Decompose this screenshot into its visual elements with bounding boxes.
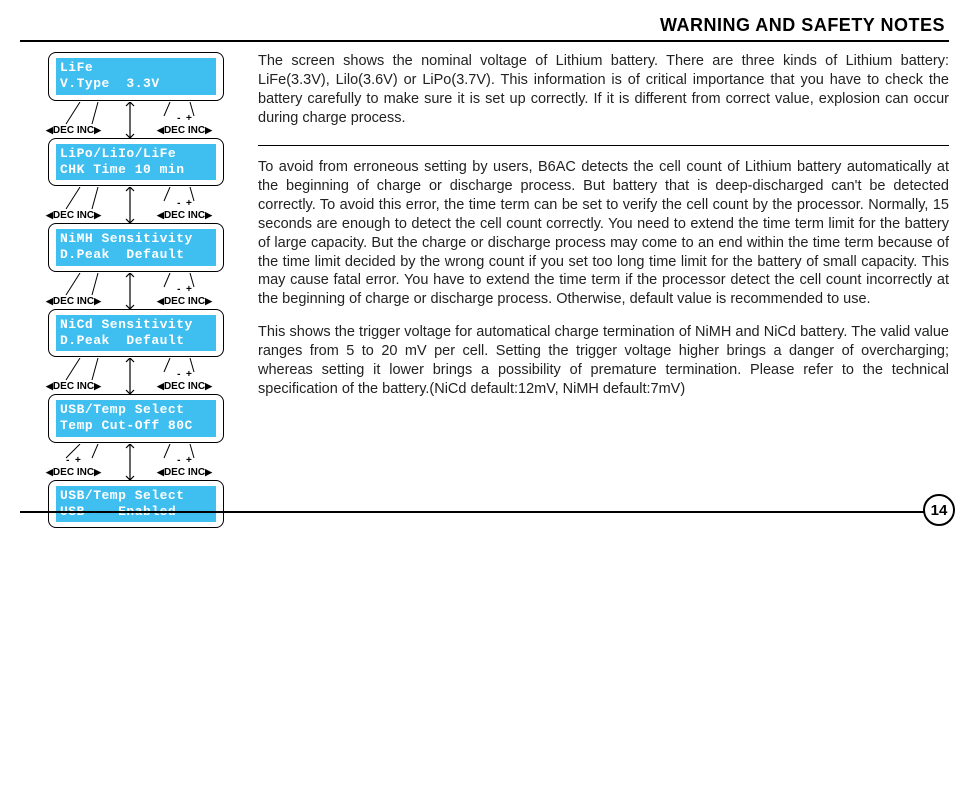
lcd-line: Temp Cut-Off 80C (60, 418, 193, 433)
lcd-line: LiFe (60, 60, 93, 75)
paragraph: The screen shows the nominal voltage of … (258, 52, 949, 127)
dec-inc-label: ◀DEC INC▶ (46, 467, 101, 478)
paragraph: This shows the trigger voltage for autom… (258, 323, 949, 398)
minus-plus-group: - + ◀DEC INC▶ (157, 370, 212, 392)
minus-plus-group: - + ◀DEC INC▶ (157, 199, 212, 221)
lcd-line: D.Peak Default (60, 333, 185, 348)
control-row: ◀DEC INC▶ - + ◀DEC INC▶ (20, 273, 238, 307)
dec-inc-label: ◀DEC INC▶ (157, 210, 212, 221)
lcd-line: NiCd Sensitivity (60, 317, 193, 332)
lcd-screen: NiMH Sensitivity D.Peak Default (56, 229, 216, 266)
minus-plus-symbols: - + (177, 114, 192, 124)
lcd-screen: LiFe V.Type 3.3V (56, 58, 216, 95)
body-text: The screen shows the nominal voltage of … (258, 52, 949, 528)
lcd-line: V.Type 3.3V (60, 76, 160, 91)
lcd-block: NiMH Sensitivity D.Peak Default ◀DEC INC… (20, 223, 238, 307)
lcd-frame: LiFe V.Type 3.3V (48, 52, 224, 101)
lcd-flow-diagram: LiFe V.Type 3.3V ◀DEC INC▶ (20, 52, 238, 528)
lcd-line: D.Peak Default (60, 247, 185, 262)
minus-plus-symbols: - + (66, 456, 81, 466)
lcd-block: LiFe V.Type 3.3V ◀DEC INC▶ (20, 52, 238, 136)
footer-rule (20, 511, 949, 513)
dec-inc-label: ◀DEC INC▶ (157, 296, 212, 307)
dec-inc-label: ◀DEC INC▶ (157, 467, 212, 478)
minus-plus-group: - + ◀DEC INC▶ (46, 456, 101, 478)
minus-plus-symbols: - + (177, 199, 192, 209)
dec-inc-label: ◀DEC INC▶ (46, 210, 101, 221)
lcd-screen: LiPo/LiIo/LiFe CHK Time 10 min (56, 144, 216, 181)
dec-inc-group: ◀DEC INC▶ (46, 125, 101, 136)
lcd-line: USB/Temp Select (60, 488, 185, 503)
dec-inc-group: ◀DEC INC▶ (46, 210, 101, 221)
dec-inc-group: ◀DEC INC▶ (46, 296, 101, 307)
minus-plus-symbols: - + (177, 370, 192, 380)
lcd-screen: USB/Temp Select USB Enabled (56, 486, 216, 523)
paragraph: To avoid from erroneous setting by users… (258, 158, 949, 309)
lcd-block: LiPo/LiIo/LiFe CHK Time 10 min ◀DEC INC▶ (20, 138, 238, 222)
lcd-screen: USB/Temp Select Temp Cut-Off 80C (56, 400, 216, 437)
lcd-frame: USB/Temp Select USB Enabled (48, 480, 224, 529)
page-title: WARNING AND SAFETY NOTES (20, 15, 949, 36)
lcd-block: NiCd Sensitivity D.Peak Default ◀DEC INC… (20, 309, 238, 393)
minus-plus-symbols: - + (177, 456, 192, 466)
control-row: ◀DEC INC▶ - + ◀DEC INC▶ (20, 358, 238, 392)
dec-inc-label: ◀DEC INC▶ (46, 125, 101, 136)
minus-plus-group: - + ◀DEC INC▶ (157, 456, 212, 478)
minus-plus-symbols: - + (177, 285, 192, 295)
control-row: - + ◀DEC INC▶ - + ◀DEC INC▶ (20, 444, 238, 478)
minus-plus-group: - + ◀DEC INC▶ (157, 285, 212, 307)
lcd-block: USB/Temp Select Temp Cut-Off 80C - + ◀DE… (20, 394, 238, 478)
lcd-frame: USB/Temp Select Temp Cut-Off 80C (48, 394, 224, 443)
lcd-line: USB/Temp Select (60, 402, 185, 417)
lcd-frame: NiCd Sensitivity D.Peak Default (48, 309, 224, 358)
lcd-frame: LiPo/LiIo/LiFe CHK Time 10 min (48, 138, 224, 187)
dec-inc-label: ◀DEC INC▶ (46, 381, 101, 392)
lcd-block: USB/Temp Select USB Enabled (20, 480, 238, 529)
minus-plus-group: - + ◀DEC INC▶ (157, 114, 212, 136)
lcd-line: NiMH Sensitivity (60, 231, 193, 246)
dec-inc-label: ◀DEC INC▶ (157, 125, 212, 136)
lcd-frame: NiMH Sensitivity D.Peak Default (48, 223, 224, 272)
dec-inc-label: ◀DEC INC▶ (157, 381, 212, 392)
page-number: 14 (923, 494, 955, 526)
dec-inc-label: ◀DEC INC▶ (46, 296, 101, 307)
lcd-screen: NiCd Sensitivity D.Peak Default (56, 315, 216, 352)
lcd-line: CHK Time 10 min (60, 162, 185, 177)
control-row: ◀DEC INC▶ - + ◀DEC INC▶ (20, 102, 238, 136)
control-row: ◀DEC INC▶ - + ◀DEC INC▶ (20, 187, 238, 221)
lcd-line: LiPo/LiIo/LiFe (60, 146, 176, 161)
section-sep (258, 145, 949, 146)
dec-inc-group: ◀DEC INC▶ (46, 381, 101, 392)
header-rule (20, 40, 949, 42)
